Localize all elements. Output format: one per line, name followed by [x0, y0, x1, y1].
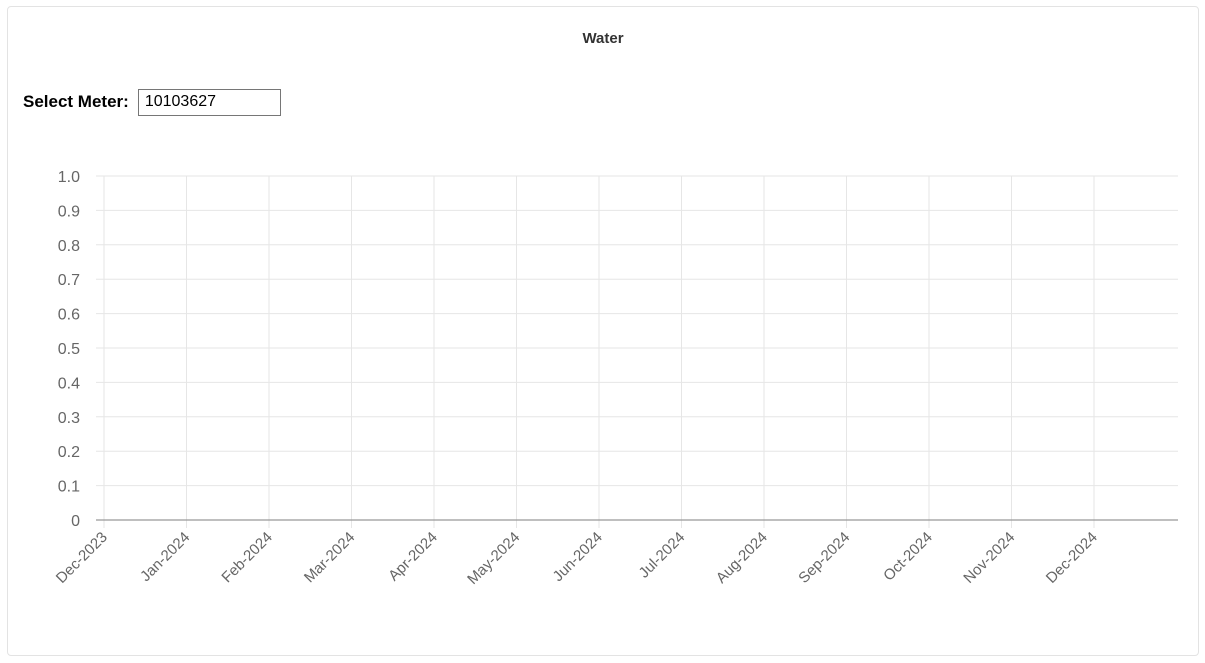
- x-tick-label: May-2024: [464, 529, 523, 588]
- x-tick-label: Jun-2024: [550, 529, 606, 585]
- meter-selector: Select Meter:: [23, 86, 281, 118]
- x-tick-label: Apr-2024: [385, 529, 441, 585]
- meter-label: Select Meter:: [23, 92, 129, 111]
- y-tick-label: 0.4: [58, 375, 80, 392]
- meter-input[interactable]: [137, 88, 281, 116]
- x-tick-label: Dec-2024: [1043, 529, 1101, 587]
- y-tick-label: 0.6: [58, 307, 80, 324]
- y-tick-label: 1.0: [58, 169, 80, 186]
- y-tick-label: 0.8: [58, 238, 80, 255]
- x-tick-label: Jul-2024: [636, 529, 689, 582]
- x-tick-label: Oct-2024: [880, 529, 936, 585]
- x-tick-label: Sep-2024: [795, 529, 853, 587]
- x-tick-label: Aug-2024: [713, 529, 771, 587]
- y-tick-label: 0.3: [58, 410, 80, 427]
- y-tick-label: 0: [71, 513, 80, 530]
- y-tick-label: 0.9: [58, 203, 80, 220]
- x-tick-label: Feb-2024: [218, 529, 275, 586]
- x-tick-label: Mar-2024: [301, 529, 358, 586]
- y-tick-label: 0.7: [58, 272, 80, 289]
- x-tick-label: Nov-2024: [960, 529, 1018, 587]
- x-tick-label: Dec-2023: [53, 529, 111, 587]
- x-tick-label: Jan-2024: [137, 529, 193, 585]
- panel-title: Water: [582, 30, 624, 47]
- y-tick-label: 0.1: [58, 479, 80, 496]
- y-tick-label: 0.5: [58, 341, 80, 358]
- y-tick-label: 0.2: [58, 444, 80, 461]
